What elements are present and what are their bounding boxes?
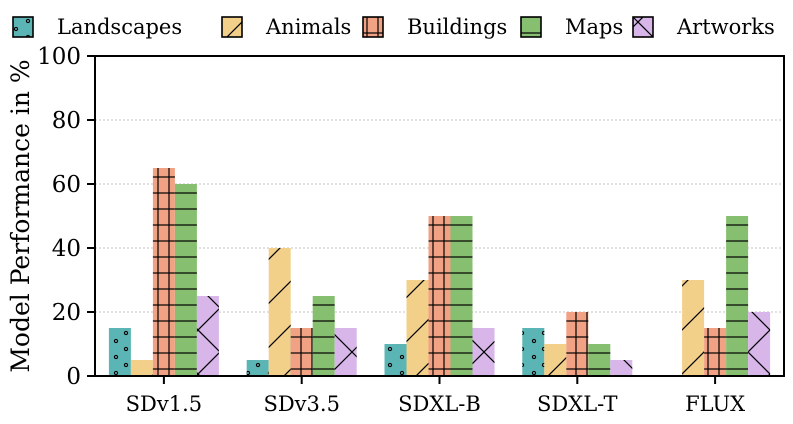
bar-hatch	[290, 328, 313, 376]
y-tick-label: 60	[52, 172, 81, 198]
bar-landscapes-sdv3.5	[246, 360, 269, 376]
bar-hatch	[748, 312, 771, 376]
legend-swatch-hatch	[633, 17, 653, 37]
bar-animals-sdxl-t	[544, 344, 567, 376]
legend: Landscapes Animals Buildings Maps Artworks	[12, 15, 775, 39]
x-tick-label: SDXL-T	[537, 392, 617, 416]
bar-maps-sdv1.5	[174, 184, 197, 376]
legend-label: Buildings	[407, 15, 507, 39]
legend-label: Maps	[565, 15, 623, 39]
bar-artworks-sdv1.5	[196, 296, 219, 376]
legend-label: Landscapes	[57, 15, 182, 39]
bar-hatch	[704, 328, 727, 376]
legend-label: Animals	[265, 15, 351, 39]
bar-artworks-sdv3.5	[334, 328, 357, 376]
bar-landscapes-sdxl-t	[522, 328, 545, 376]
bar-maps-sdxl-b	[450, 216, 473, 376]
bar-artworks-sdxl-t	[610, 360, 633, 376]
bar-hatch	[726, 216, 749, 376]
bar-hatch	[268, 248, 291, 376]
bar-hatch	[334, 328, 357, 376]
x-tick-label: FLUX	[685, 392, 745, 416]
bar-buildings-sdxl-b	[428, 216, 451, 376]
bar-maps-sdv3.5	[312, 296, 335, 376]
bar-landscapes-sdxl-b	[384, 344, 407, 376]
legend-item-buildings: Buildings	[362, 15, 507, 39]
bar-hatch	[472, 328, 495, 376]
legend-swatch-hatch	[521, 17, 541, 37]
bar-maps-sdxl-t	[588, 344, 611, 376]
legend-item-landscapes: Landscapes	[12, 15, 182, 39]
y-tick-label: 40	[52, 236, 81, 262]
bar-animals-sdv3.5	[268, 248, 291, 376]
bar-hatch	[428, 216, 451, 376]
bar-buildings-sdxl-t	[566, 312, 589, 376]
bar-buildings-sdv3.5	[290, 328, 313, 376]
bar-hatch	[246, 360, 269, 376]
x-axis: SDv1.5 SDv3.5 SDXL-B SDXL-T FLUX	[126, 376, 745, 416]
bar-hatch	[130, 360, 153, 376]
bar-hatch	[450, 216, 473, 376]
legend-item-animals: Animals	[221, 15, 351, 39]
bar-hatch	[522, 328, 545, 376]
y-tick-label: 0	[66, 364, 81, 390]
legend-item-maps: Maps	[520, 15, 623, 39]
bar-buildings-sdv1.5	[152, 168, 175, 376]
legend-label: Artworks	[676, 15, 775, 39]
bar-hatch	[682, 280, 705, 376]
y-tick-label: 80	[52, 108, 81, 134]
bar-hatch	[384, 344, 407, 376]
bars	[108, 168, 771, 376]
bar-artworks-sdxl-b	[472, 328, 495, 376]
bar-hatch	[406, 280, 429, 376]
bar-hatch	[544, 344, 567, 376]
y-axis: 0 20 40 60 80 100	[37, 44, 95, 390]
bar-animals-sdxl-b	[406, 280, 429, 376]
bar-hatch	[174, 184, 197, 376]
bar-artworks-flux	[748, 312, 771, 376]
bar-hatch	[196, 296, 219, 376]
legend-swatch-hatch	[363, 17, 383, 37]
bar-animals-sdv1.5	[130, 360, 153, 376]
bar-maps-flux	[726, 216, 749, 376]
bar-landscapes-sdv1.5	[108, 328, 131, 376]
bar-hatch	[588, 344, 611, 376]
bar-hatch	[108, 328, 131, 376]
bar-hatch	[312, 296, 335, 376]
legend-swatch-hatch	[222, 17, 242, 37]
x-tick-label: SDv1.5	[126, 392, 202, 416]
bar-hatch	[152, 168, 175, 376]
x-tick-label: SDXL-B	[398, 392, 481, 416]
legend-item-artworks: Artworks	[632, 15, 775, 39]
bar-hatch	[610, 360, 633, 376]
y-tick-label: 20	[52, 300, 81, 326]
bar-animals-flux	[682, 280, 705, 376]
y-axis-title: Model Performance in %	[6, 59, 35, 372]
legend-swatch-hatch	[13, 17, 33, 37]
x-tick-label: SDv3.5	[263, 392, 339, 416]
y-tick-label: 100	[37, 44, 81, 70]
bar-buildings-flux	[704, 328, 727, 376]
bar-hatch	[566, 312, 589, 376]
